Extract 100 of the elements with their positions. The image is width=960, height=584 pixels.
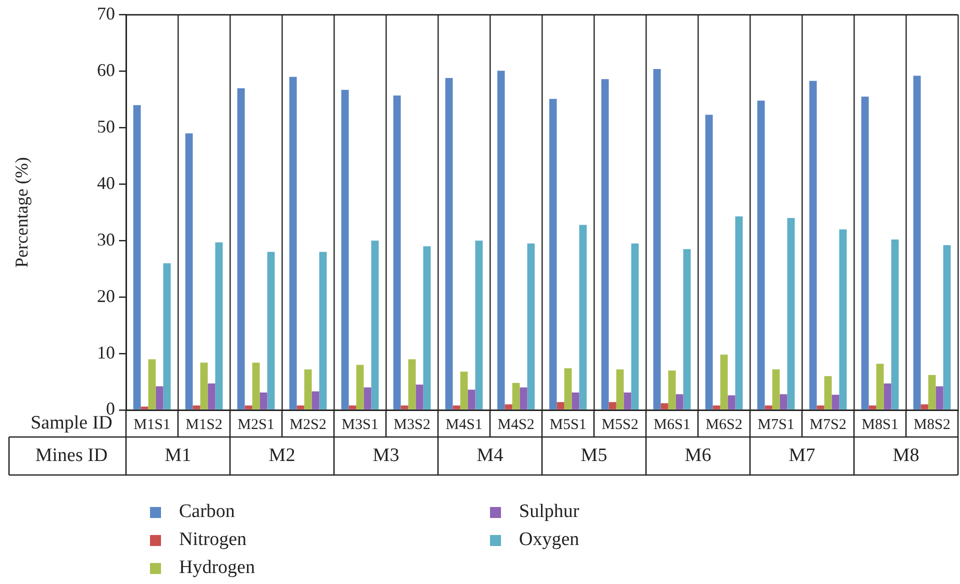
y-tick-label: 50 [97,116,115,136]
bar [780,394,788,410]
text: M2 [268,444,296,466]
bar [579,224,587,410]
y-tick-label: 20 [97,286,115,306]
bar [163,263,171,410]
x-tick-label: M2S1 [238,416,274,433]
bar [475,240,483,410]
legend-label: Carbon [179,501,235,523]
bar [341,90,349,410]
bar [468,390,476,410]
bar [549,98,557,410]
bar [757,100,765,410]
y-tick-label: 10 [97,342,115,362]
text: M3 [372,444,400,466]
bar [460,372,468,410]
bar [772,369,780,410]
bar [660,403,668,410]
bar [267,252,275,410]
legend-label: Hydrogen [179,557,255,579]
bar [868,405,876,410]
bar [133,105,141,410]
bar [876,364,884,410]
bar [356,364,364,410]
bar [705,114,713,410]
y-axis-title: Percentage (%) [12,157,32,268]
bar [928,374,936,410]
legend-label: Oxygen [519,529,580,551]
bar [156,386,164,410]
bar [400,405,408,410]
bar [920,404,928,410]
text: M8 [892,444,920,466]
text: M5 [580,444,608,466]
bar [237,88,245,410]
bar [208,383,216,410]
bar [319,252,327,410]
bar [408,359,416,410]
bar [556,402,564,410]
x-tick-label: M3S2 [394,416,430,433]
bar [140,406,148,410]
bar [244,405,252,410]
x-tick-label: M1S2 [186,416,222,433]
text: M4 [476,444,504,466]
bar [832,394,840,410]
bar [653,69,661,410]
bar [712,405,720,410]
text: M7 [788,444,816,466]
bar [348,405,356,410]
x-tick-label: M7S1 [758,416,794,433]
text: M6 [684,444,712,466]
bar [289,76,297,410]
bar [393,96,401,410]
bar [728,395,736,410]
x-tick-label: M2S2 [290,416,326,433]
y-tick-label: 60 [97,60,115,80]
bar [192,405,200,410]
bar [764,405,772,410]
bar [616,369,624,410]
bar [185,133,193,410]
bar [624,392,632,410]
bar [676,394,684,410]
bar [631,243,639,410]
bar [824,376,832,410]
x-tick-label: M5S1 [550,416,586,433]
x-tick-label: M1S1 [134,416,170,433]
bar [252,362,260,410]
x-tick-label: M6S2 [706,416,742,433]
x-tick-label: M8S2 [914,416,950,433]
bar [423,246,431,410]
legend-label: Sulphur [519,501,580,523]
bar [683,249,691,410]
y-tick-label: 30 [97,229,115,250]
bar [913,76,921,410]
bar [312,391,320,410]
bar [416,384,424,410]
bar [943,245,951,410]
bar [148,359,156,410]
bar [564,368,572,410]
x-tick-label: M7S2 [810,416,846,433]
bar [512,382,520,410]
legend-label: Nitrogen [179,529,247,551]
bar [452,405,460,410]
bar [601,79,609,410]
bar [527,243,535,410]
bar [215,242,223,410]
bar [735,216,743,410]
bar [936,386,944,410]
bar [861,96,869,410]
bar [364,387,372,410]
x-tick-label: M4S2 [498,416,534,433]
bar [497,70,505,410]
bar [520,387,528,410]
bar [304,369,312,410]
text: M1 [164,444,192,466]
text: Mines ID [35,444,108,466]
bar [787,218,795,410]
bar [816,405,824,410]
bar [445,78,453,410]
bar [668,370,676,410]
y-tick-label: 40 [97,172,115,193]
